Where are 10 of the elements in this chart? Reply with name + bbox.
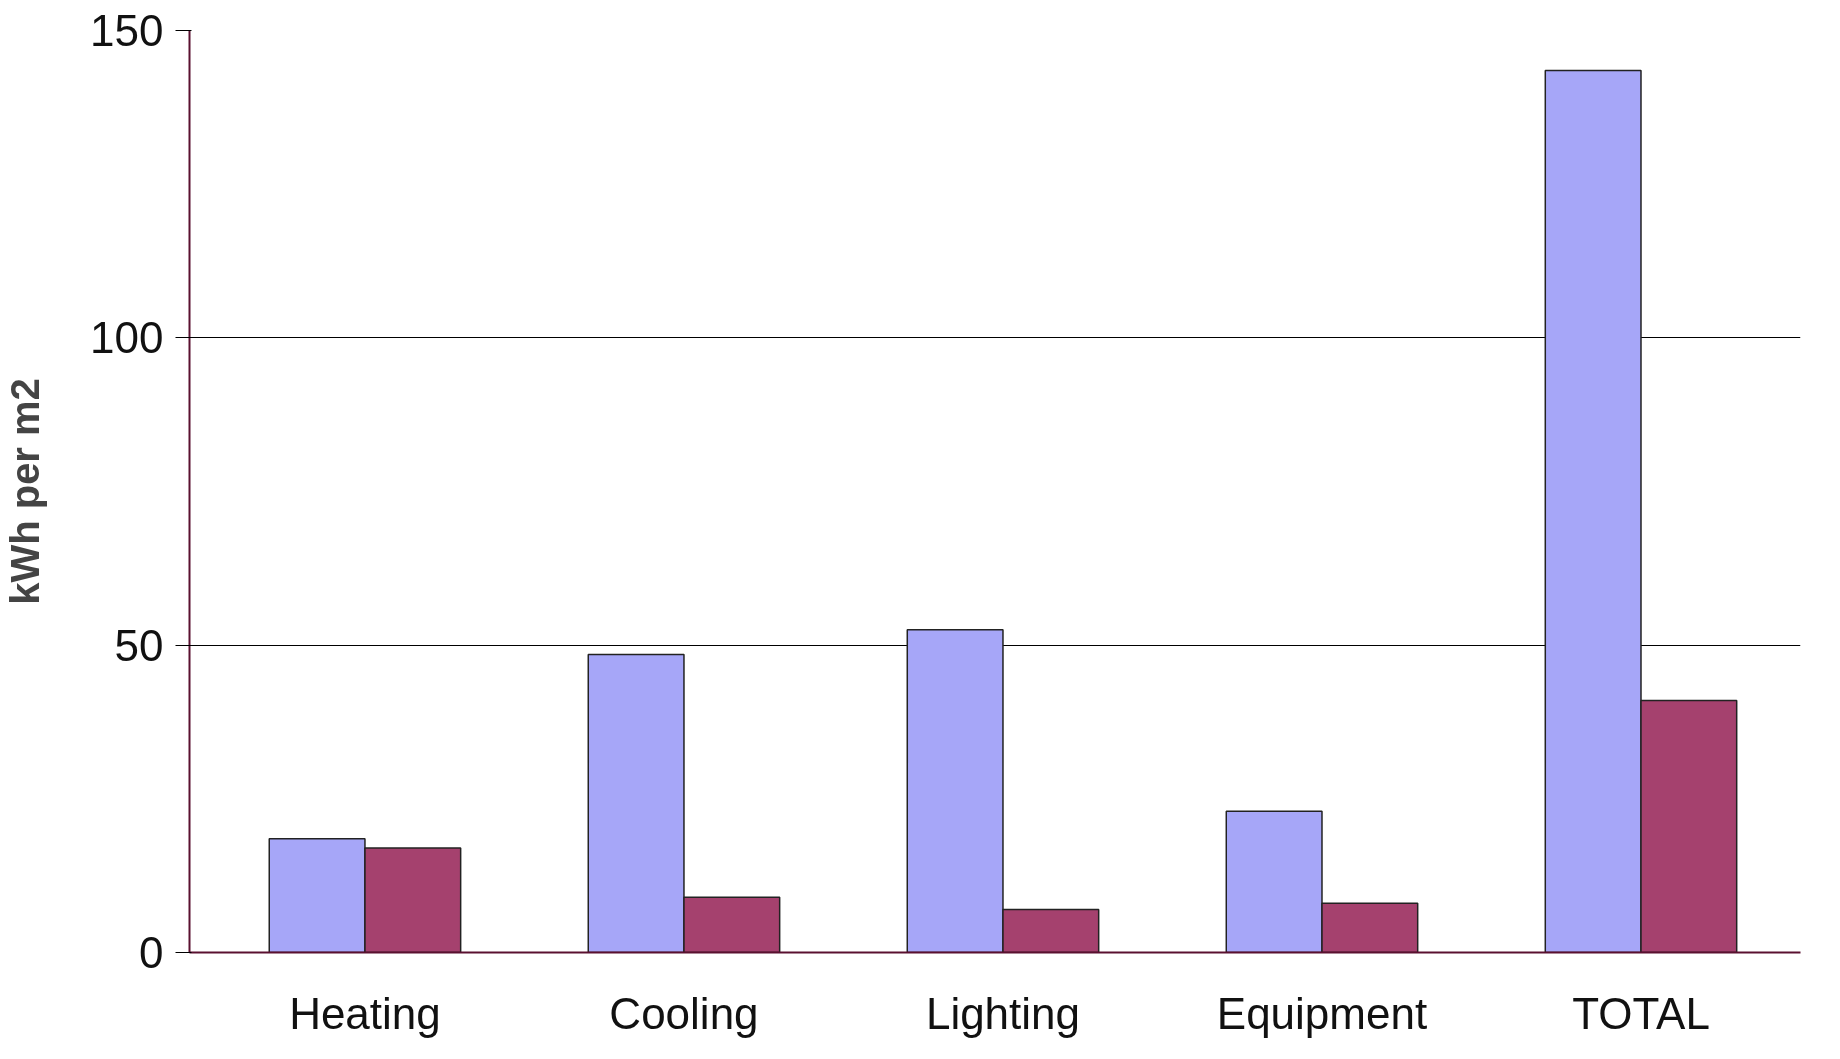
x-tick-label: Equipment [1216, 988, 1428, 1038]
y-tick-label: 50 [114, 620, 164, 670]
x-tick-label: Heating [289, 988, 441, 1038]
x-tick-label: TOTAL [1572, 988, 1710, 1038]
y-axis-title: kWh per m2 [3, 378, 48, 605]
y-tick-label: 100 [90, 313, 164, 363]
y-tick-label: 0 [139, 928, 164, 977]
x-tick-label: Cooling [609, 988, 759, 1038]
y-tick-label: 150 [90, 6, 164, 55]
x-tick-label: Lighting [925, 988, 1081, 1038]
